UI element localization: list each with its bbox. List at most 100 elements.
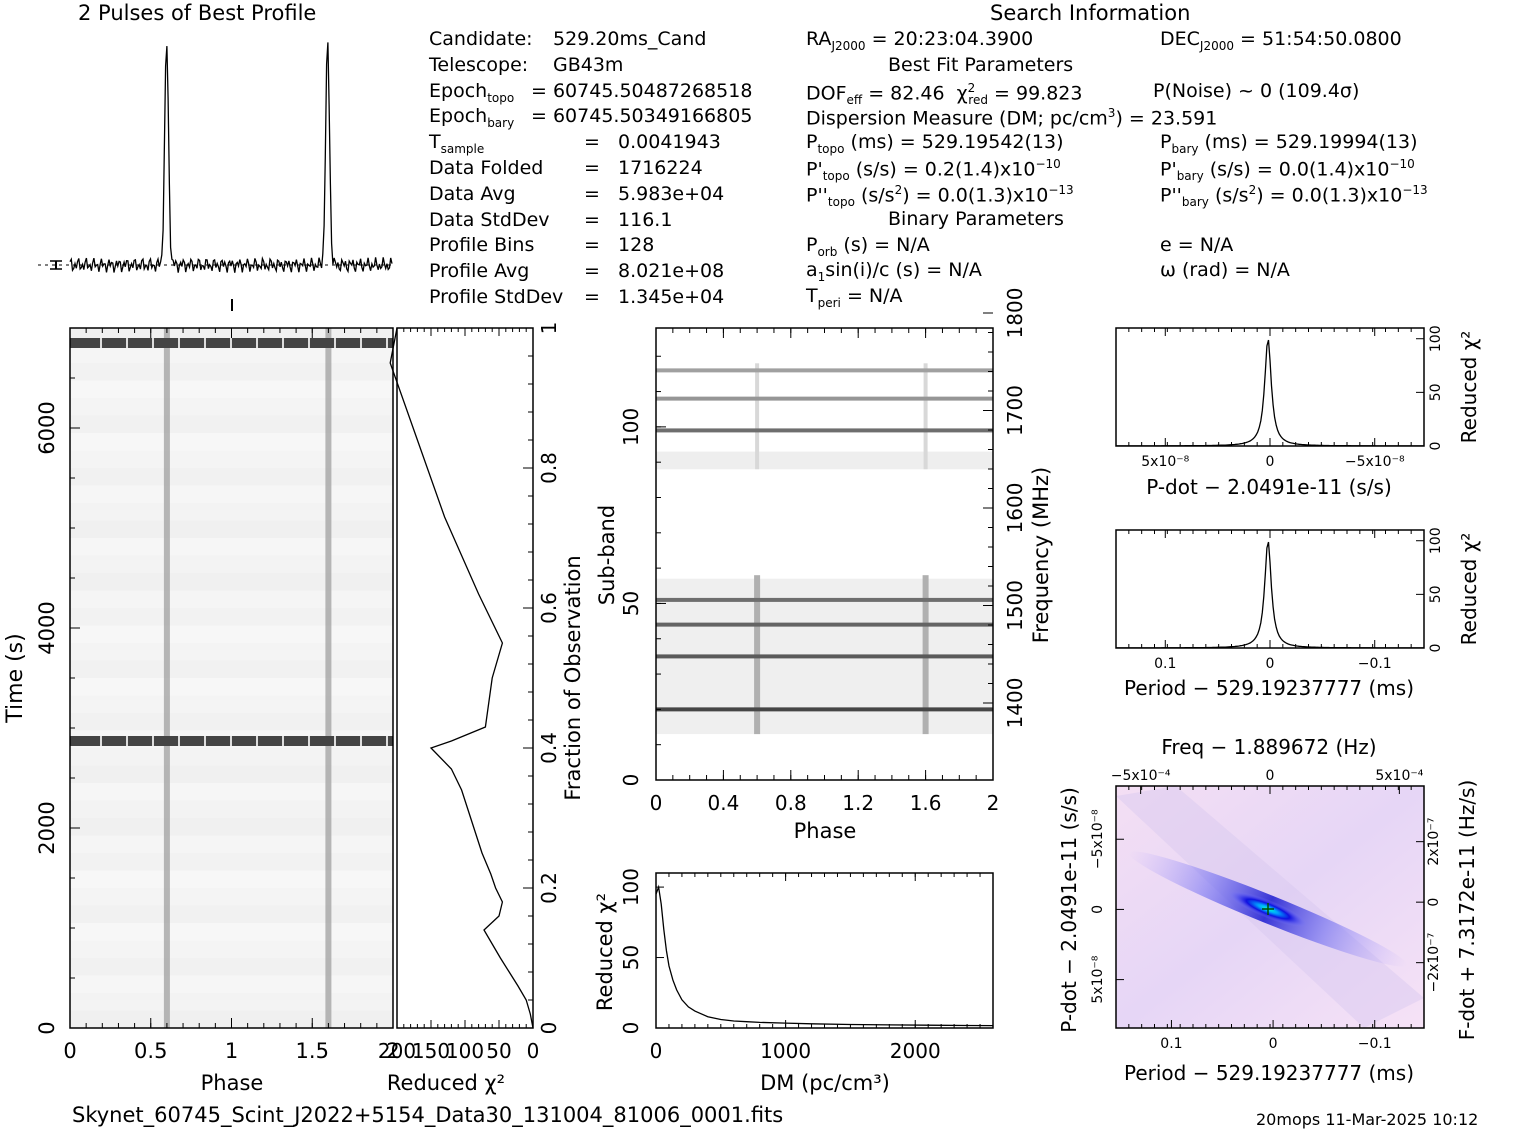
info-label: Epoch [429,79,488,102]
porb-row: Porb (s) = N/A [806,236,930,258]
heatmap-row [70,993,393,1011]
chi2-frame [1115,529,1425,649]
a1-row: a1sin(i)/c (s) = N/A [806,261,982,283]
search-info-title: Search Information [990,1,1191,25]
porb-value: (s) = N/A [843,234,930,256]
heatmap-row [70,783,393,801]
heatmap-row [70,415,393,433]
a1-value: sin(i)/c (s) = N/A [825,259,982,281]
pddtopo-value: (s/s [860,184,895,207]
pdot-chi2-plot: 5x10⁻⁸ 0 −5x10⁻⁸ 0 50 100 P-dot − 2.0491e-11 (… [1115,325,1481,499]
heatmap-row [70,363,393,381]
y-tick-label: 0.8 [537,452,561,484]
dropout-gap [100,338,102,348]
dof-row: DOFeff = 82.46 χ2red = 99.823 [806,82,1082,106]
dropout-gap [360,338,362,348]
dropout-gap [178,736,180,746]
heatmap-row [70,853,393,871]
y-tick-label-right: 0 [1426,898,1442,907]
info-value: = 1716224 [584,157,703,179]
dropout-gap [386,736,388,746]
heatmap-row [70,345,393,363]
dropout-gap [308,736,310,746]
ra-label: RA [806,28,832,50]
x-tick-label: 100 [446,1039,484,1063]
y-tick-label: 100 [1428,325,1444,352]
x-tick-label: 0.1 [1160,1036,1182,1052]
pulse-track [755,363,760,470]
fits-filename: Skynet_60745_Scint_J2022+5154_Data30_131… [72,1103,784,1127]
y-tick-label-right: 2x10⁻⁷ [1426,818,1442,866]
info-row: Profile Avg = 8.021e+08 [429,262,724,281]
y-tick-label-right: 1500 [1003,580,1027,631]
time-chi2-trace [389,327,534,1029]
info-label: Data Avg [429,182,516,205]
heatmap-row [70,818,393,836]
pddtopo-sub: topo [827,195,855,210]
dec-row: DECJ2000 = 51:54:50.0800 [1160,30,1402,52]
subband-line [656,654,993,659]
info-label: Profile StdDev [429,286,564,308]
dec-sub: J2000 [1199,38,1234,53]
y-tick-label: 0 [1428,644,1444,653]
heatmap-row [70,695,393,713]
info-value: = 0.0041943 [584,131,721,154]
dropout-gap [282,736,284,746]
x-tick-label: 0 [63,1039,76,1063]
pddtopo-row: P''topo (s/s2) = 0.0(1.3)x10−13 [806,184,1074,208]
x-tick-label-top: 0 [1266,768,1275,784]
info-value: = 8.021e+08 [584,260,725,283]
p-pdot-plot: 0.1 0 −0.1 −5x10⁻⁴ 0 5x10⁻⁴ 5x10⁻⁸ 0 −5x10⁻⁸ −2x1… [1057,735,1479,1085]
pddbary-sup: 2 [1248,183,1257,197]
heatmap-row [70,608,393,626]
pddbary-row: P''bary (s/s2) = 0.0(1.3)x10−13 [1160,184,1428,208]
porb-label: P [806,234,818,256]
y-tick-label: 0 [1090,905,1106,914]
dof-value: = 82.46 [868,82,945,105]
x-tick-label: 200 [378,1039,416,1063]
profile-trace [69,42,393,274]
info-value: = 5.983e+04 [584,182,725,205]
y-tick-label: 6000 [35,401,59,454]
ra-sub: J2000 [831,38,866,53]
dropout-gap [178,338,180,348]
x-tick-label: 0 [1266,454,1275,470]
dropout-gap [152,736,154,746]
heatmap-row [70,380,393,398]
chi-sub: red [968,93,988,108]
x-tick-label-top: −5x10⁻⁴ [1111,768,1171,784]
info-value: = 116.1 [584,208,673,231]
y-tick-label: 50 [1428,585,1444,603]
info-label: Data StdDev [429,208,550,231]
info-value: = 60745.50487268518 [531,79,753,102]
y-tick-label: 0.6 [537,592,561,624]
y-axis-label: Reduced χ² [593,893,617,1011]
heatmap-row [70,643,393,661]
pdtopo-exp: −10 [1035,157,1061,171]
heatmap-row [70,468,393,486]
x-tick-label: 2000 [890,1039,941,1063]
x-tick-label: −0.1 [1358,656,1392,672]
x-tick-label: 0 [650,791,663,815]
y-tick-label: 0.2 [537,872,561,904]
pulse-track [923,363,928,470]
dropout-gap [126,736,128,746]
pdbary-row: P'bary (s/s) = 0.0(1.4)x10−10 [1160,158,1415,182]
x-axis-label: Phase [201,1071,264,1095]
heatmap-row [70,520,393,538]
subband-line [656,597,993,602]
info-row: Epochbary = 60745.50349166805 [429,107,752,129]
dropout-gap [152,338,154,348]
info-value: = 128 [584,234,655,257]
x-tick-label: 1 [225,1039,238,1063]
pddtopo-value2: ) = 0.0(1.3)x10 [902,184,1049,207]
pbary-sub: bary [1171,141,1199,156]
omega-row: ω (rad) = N/A [1160,259,1290,281]
dropout-gap [100,736,102,746]
porb-sub: orb [817,244,838,259]
dm-trace [655,884,994,1027]
y-axis-label: Sub-band [595,505,619,605]
y-tick-label: 100 [1428,527,1444,554]
heatmap-row [70,923,393,941]
